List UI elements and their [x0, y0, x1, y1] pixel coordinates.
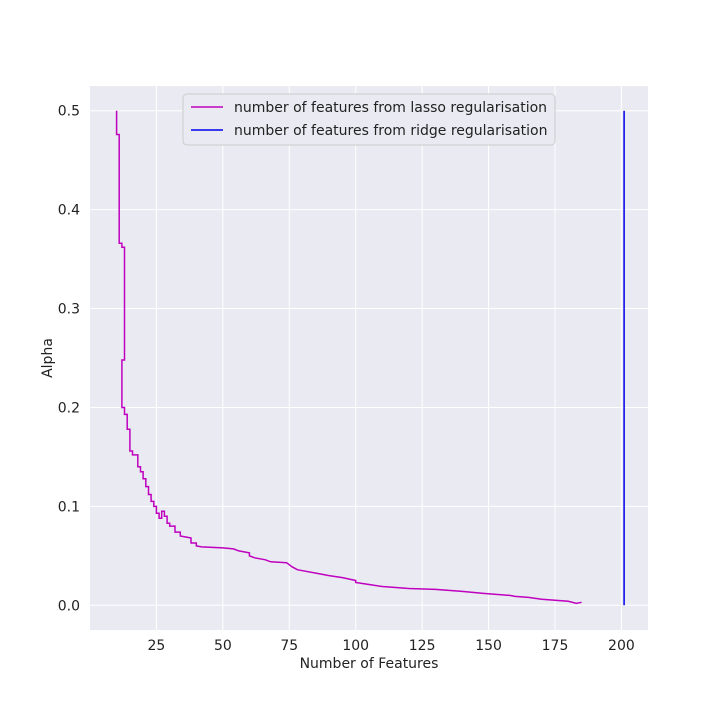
x-tick-label: 175 — [542, 638, 569, 654]
legend-label-lasso: number of features from lasso regularisa… — [234, 100, 547, 116]
y-tick-label: 0.5 — [58, 104, 80, 120]
y-tick-label: 0.2 — [58, 400, 80, 416]
legend: number of features from lasso regularisa… — [182, 93, 556, 146]
y-tick-label: 0.3 — [58, 302, 80, 318]
y-tick-label: 0.1 — [58, 499, 80, 515]
series-layer — [115, 110, 625, 606]
y-axis-label: Alpha — [40, 338, 56, 378]
legend-box — [182, 93, 556, 146]
lasso-series-line — [115, 110, 582, 605]
x-tick-label: 125 — [409, 638, 436, 654]
x-axis-label: Number of Features — [300, 656, 439, 672]
x-tick-label: 200 — [608, 638, 635, 654]
legend-label-ridge: number of features from ridge regularisa… — [234, 123, 547, 139]
plot-background — [90, 86, 648, 630]
x-tick-label: 150 — [475, 638, 502, 654]
x-tick-label: 50 — [214, 638, 232, 654]
x-tick-label: 100 — [342, 638, 369, 654]
x-tick-label: 25 — [148, 638, 166, 654]
y-tick-label: 0.0 — [58, 598, 80, 614]
y-tick-label: 0.4 — [58, 203, 80, 219]
x-tick-label: 75 — [280, 638, 298, 654]
tick-labels: 25 50 75 100 125 150 175 200 0.0 0.1 0.2 0.3 0.4 0.5 — [58, 104, 635, 654]
